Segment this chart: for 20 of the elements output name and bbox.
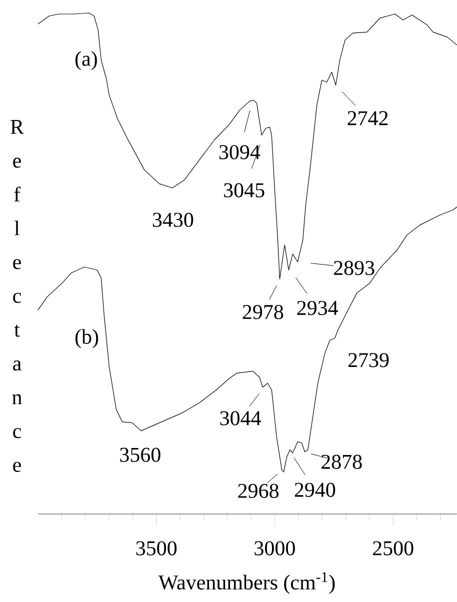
annotation: 3044: [220, 411, 261, 426]
x-axis-title: Wavenumbers (cm$^{-1}$): [158, 572, 335, 594]
series-label: (b): [75, 329, 98, 348]
series-label: (a): [75, 51, 97, 70]
annotation: 2934: [297, 300, 338, 316]
annotation: 2739: [348, 353, 389, 368]
annotation: 2978: [242, 304, 284, 320]
annotation: 2940: [294, 482, 336, 497]
x-tick-label: 2500: [372, 541, 414, 556]
annotation: 2742: [348, 111, 388, 126]
annotation: 3094: [219, 145, 260, 160]
text: Reflectance: [10, 120, 24, 472]
annotation: 3430: [152, 212, 194, 227]
annotation: 3045: [224, 183, 264, 198]
annotation: 2968: [238, 484, 278, 498]
x-tick-label: 3000: [254, 541, 295, 556]
x-tick-label: 3500: [136, 541, 177, 556]
annotation: 3560: [120, 448, 160, 462]
annotation: 2878: [322, 454, 362, 469]
annotation: 2893: [334, 260, 374, 276]
